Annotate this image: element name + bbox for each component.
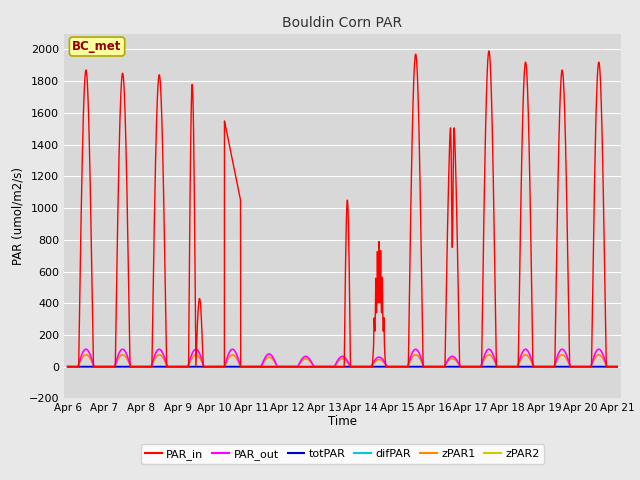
Text: BC_met: BC_met [72, 40, 122, 53]
Legend: PAR_in, PAR_out, totPAR, difPAR, zPAR1, zPAR2: PAR_in, PAR_out, totPAR, difPAR, zPAR1, … [141, 444, 544, 464]
Y-axis label: PAR (umol/m2/s): PAR (umol/m2/s) [12, 167, 24, 265]
X-axis label: Time: Time [328, 415, 357, 428]
Title: Bouldin Corn PAR: Bouldin Corn PAR [282, 16, 403, 30]
